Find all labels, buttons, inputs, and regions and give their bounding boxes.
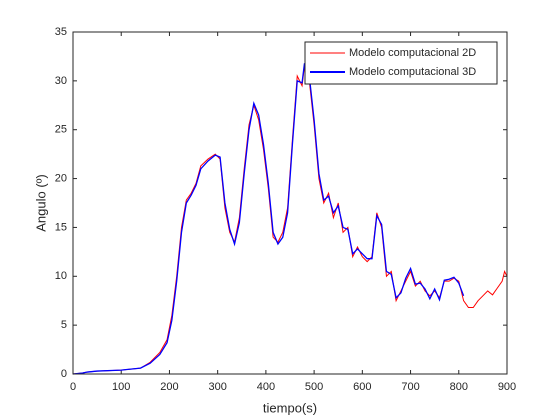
y-tick-label: 35 — [55, 26, 67, 38]
x-tick-label: 200 — [160, 381, 178, 393]
legend-box — [304, 41, 498, 85]
x-tick-label: 600 — [353, 381, 371, 393]
x-axis-label: tiempo(s) — [263, 400, 317, 415]
y-tick-label: 20 — [55, 172, 67, 184]
x-tick-label: 300 — [208, 381, 226, 393]
y-tick-label: 25 — [55, 124, 67, 136]
line-series — [72, 66, 508, 375]
x-tick-label: 400 — [257, 381, 275, 393]
x-tick-label: 0 — [70, 381, 76, 393]
legend-label: Modelo computacional 3D — [349, 66, 476, 78]
axes-box — [72, 31, 508, 375]
x-tick-label: 900 — [498, 381, 516, 393]
x-tick-label: 800 — [450, 381, 468, 393]
y-tick-label: 0 — [61, 368, 67, 380]
y-tick-label: 15 — [55, 221, 67, 233]
legend-label: Modelo computacional 2D — [349, 47, 476, 59]
x-tick-label: 100 — [112, 381, 130, 393]
y-tick-label: 30 — [55, 75, 67, 87]
y-tick-label: 5 — [61, 319, 67, 331]
y-tick-label: 10 — [55, 270, 67, 282]
x-tick-label: 500 — [305, 381, 323, 393]
line-series — [72, 63, 465, 375]
y-axis-label: Angulo (º) — [33, 174, 48, 232]
x-tick-label: 700 — [401, 381, 419, 393]
